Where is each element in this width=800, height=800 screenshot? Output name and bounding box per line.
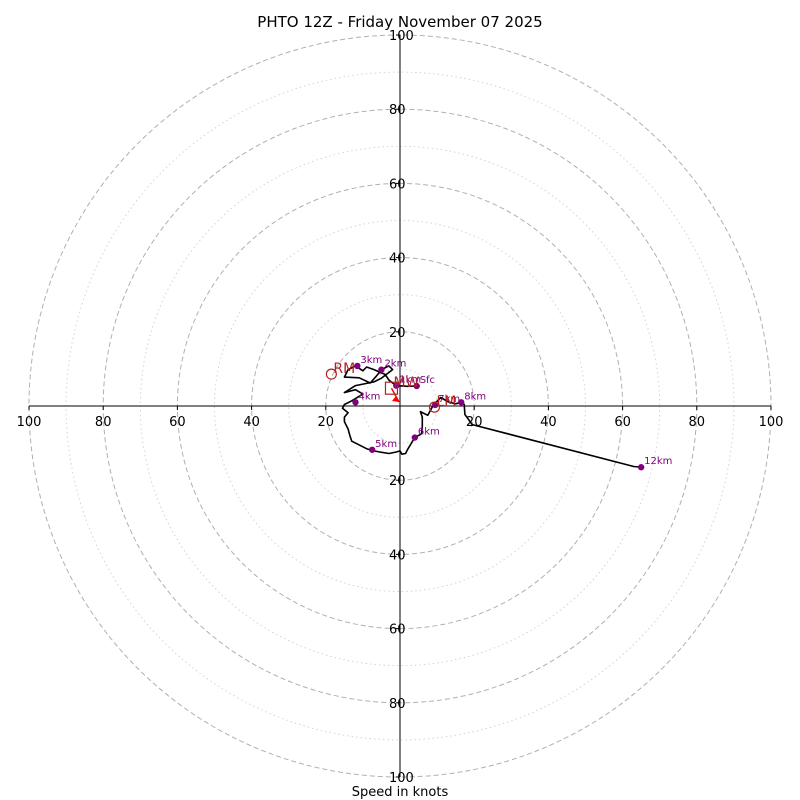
height-marker-12km — [637, 464, 645, 471]
storm-motion-markers: RM LM MW — [325, 361, 457, 413]
x-tick-label: 20 — [466, 415, 483, 430]
x-tick-label: 100 — [17, 415, 42, 430]
y-tick-label: 80 — [389, 697, 406, 712]
height-marker-4km — [352, 399, 359, 406]
storm-motion-marker-MW — [384, 381, 399, 395]
x-tick-label: 100 — [759, 415, 784, 430]
x-tick-label: 80 — [689, 415, 706, 430]
storm-motion-marker-LM — [428, 401, 441, 413]
y-tick-label: 40 — [389, 252, 406, 267]
storm-motion-marker-RM — [325, 368, 337, 380]
chart-title: PHTO 12Z - Friday November 07 2025 — [257, 13, 542, 31]
x-tick-label: 40 — [540, 415, 557, 430]
tick-labels: 100 80 60 40 20 20 40 60 80 100 100 80 60 40 20 20 40 60 8… — [17, 29, 784, 786]
x-tick-label: 40 — [243, 415, 260, 430]
height-label-Sfc: Sfc — [420, 375, 435, 386]
height-marker-8km — [458, 399, 465, 406]
hodograph-trace-layer — [341, 365, 642, 468]
height-label-8km: 8km — [464, 391, 486, 402]
height-label-3km: 3km — [360, 355, 382, 366]
height-label-5km: 5km — [375, 439, 397, 450]
y-tick-label: 100 — [389, 29, 414, 44]
height-label-12km: 12km — [644, 456, 672, 467]
x-tick-label: 60 — [614, 415, 631, 430]
height-marker-2km — [378, 366, 385, 373]
hodograph-trace — [341, 365, 642, 468]
y-tick-label: 100 — [389, 771, 414, 786]
x-tick-label: 80 — [95, 415, 112, 430]
axes — [28, 34, 772, 778]
y-tick-label: 40 — [389, 548, 406, 563]
height-marker-6km — [411, 434, 419, 441]
storm-motion-label-LM: LM — [437, 394, 457, 410]
height-label-4km: 4km — [358, 391, 380, 402]
mean-wind-arrowhead — [392, 396, 399, 402]
storm-motion-label-RM: RM — [333, 361, 355, 377]
height-label-2km: 2km — [384, 359, 406, 370]
y-tick-label: 60 — [389, 177, 406, 192]
y-tick-label: 60 — [389, 623, 406, 638]
height-marker-Sfc — [413, 382, 420, 390]
y-tick-label: 20 — [389, 474, 406, 489]
y-tick-label: 80 — [389, 103, 406, 118]
height-label-6km: 6km — [418, 427, 440, 438]
x-tick-label: 20 — [318, 415, 335, 430]
x-tick-label: 60 — [169, 415, 186, 430]
height-marker-3km — [354, 362, 361, 370]
height-label-1km: 1km — [399, 375, 421, 386]
y-tick-label: 20 — [389, 326, 406, 341]
height-marker-5km — [368, 446, 376, 453]
storm-motion-label-MW: MW — [393, 375, 419, 391]
x-axis-label: Speed in knots — [352, 785, 449, 800]
height-label-7km: 7km — [438, 394, 460, 405]
